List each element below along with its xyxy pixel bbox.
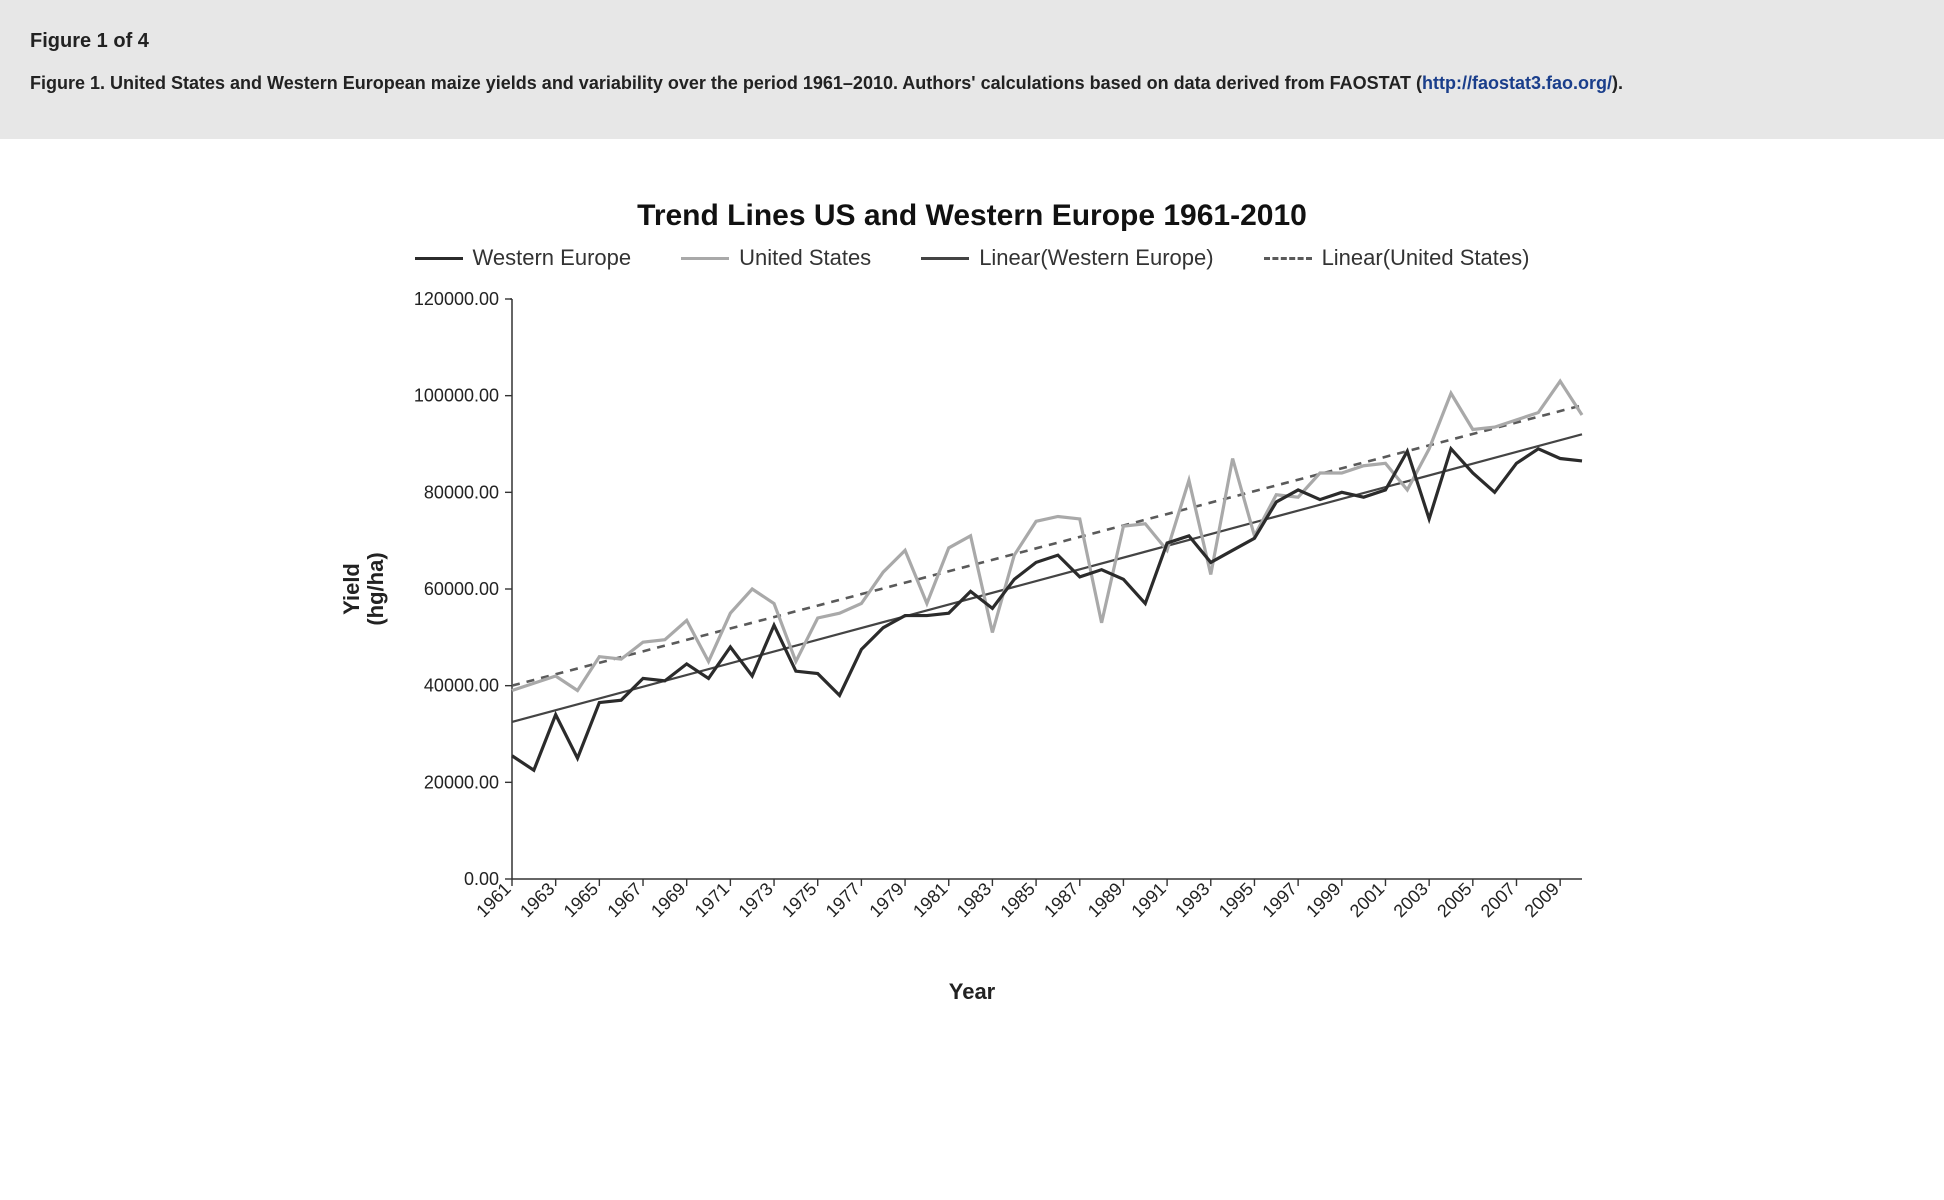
- caption-text-prefix: Figure 1. United States and Western Euro…: [30, 73, 1422, 93]
- svg-text:1973: 1973: [734, 879, 776, 921]
- x-axis-label: Year: [342, 979, 1602, 1005]
- chart-container: Trend Lines US and Western Europe 1961-2…: [0, 139, 1944, 999]
- svg-text:1989: 1989: [1084, 879, 1126, 921]
- svg-text:2007: 2007: [1477, 879, 1519, 921]
- svg-text:1983: 1983: [953, 879, 995, 921]
- svg-text:2003: 2003: [1390, 879, 1432, 921]
- legend-label: United States: [739, 245, 871, 271]
- svg-text:1993: 1993: [1171, 879, 1213, 921]
- legend-item-we_lin: Linear(Western Europe): [921, 245, 1213, 271]
- svg-text:1977: 1977: [822, 879, 864, 921]
- legend-label: Linear(Western Europe): [979, 245, 1213, 271]
- svg-text:1991: 1991: [1127, 879, 1169, 921]
- svg-text:20000.00: 20000.00: [424, 773, 499, 793]
- svg-text:60000.00: 60000.00: [424, 579, 499, 599]
- svg-text:40000.00: 40000.00: [424, 676, 499, 696]
- svg-text:1995: 1995: [1215, 879, 1257, 921]
- svg-text:1965: 1965: [560, 879, 602, 921]
- legend-label: Linear(United States): [1322, 245, 1530, 271]
- svg-text:1987: 1987: [1040, 879, 1082, 921]
- legend-item-we: Western Europe: [415, 245, 632, 271]
- caption-source-link[interactable]: http://faostat3.fao.org/: [1422, 73, 1612, 93]
- svg-text:1981: 1981: [909, 879, 951, 921]
- svg-text:1963: 1963: [516, 879, 558, 921]
- svg-text:1997: 1997: [1258, 879, 1300, 921]
- legend-swatch-we_lin: [921, 257, 969, 260]
- legend-item-us_lin: Linear(United States): [1264, 245, 1530, 271]
- chart-legend: Western Europe United States Linear(Wester…: [342, 245, 1602, 271]
- legend-swatch-us_lin: [1264, 257, 1312, 260]
- svg-text:1985: 1985: [996, 879, 1038, 921]
- series-we: [512, 449, 1582, 770]
- svg-text:1971: 1971: [691, 879, 733, 921]
- legend-swatch-us: [681, 257, 729, 260]
- figure-header: Figure 1 of 4 Figure 1. United States an…: [0, 0, 1944, 139]
- svg-text:1975: 1975: [778, 879, 820, 921]
- caption-text-suffix: ).: [1612, 73, 1623, 93]
- chart-wrap: Trend Lines US and Western Europe 1961-2…: [342, 199, 1602, 999]
- svg-text:1969: 1969: [647, 879, 689, 921]
- svg-text:2005: 2005: [1433, 879, 1475, 921]
- svg-text:100000.00: 100000.00: [414, 386, 499, 406]
- series-us_lin: [512, 406, 1582, 686]
- svg-text:120000.00: 120000.00: [414, 289, 499, 309]
- figure-counter: Figure 1 of 4: [30, 30, 1914, 53]
- svg-text:2009: 2009: [1521, 879, 1563, 921]
- legend-item-us: United States: [681, 245, 871, 271]
- svg-text:1967: 1967: [603, 879, 645, 921]
- series-we_lin: [512, 435, 1582, 723]
- svg-text:80000.00: 80000.00: [424, 483, 499, 503]
- chart-svg: 0.0020000.0040000.0060000.0080000.001000…: [342, 199, 1602, 999]
- legend-swatch-we: [415, 257, 463, 260]
- svg-text:1979: 1979: [865, 879, 907, 921]
- chart-title: Trend Lines US and Western Europe 1961-2…: [342, 199, 1602, 233]
- legend-label: Western Europe: [473, 245, 632, 271]
- svg-text:2001: 2001: [1346, 879, 1388, 921]
- figure-caption: Figure 1. United States and Western Euro…: [30, 71, 1914, 95]
- svg-text:1999: 1999: [1302, 879, 1344, 921]
- y-axis-label: Yield (hg/ha): [340, 553, 388, 626]
